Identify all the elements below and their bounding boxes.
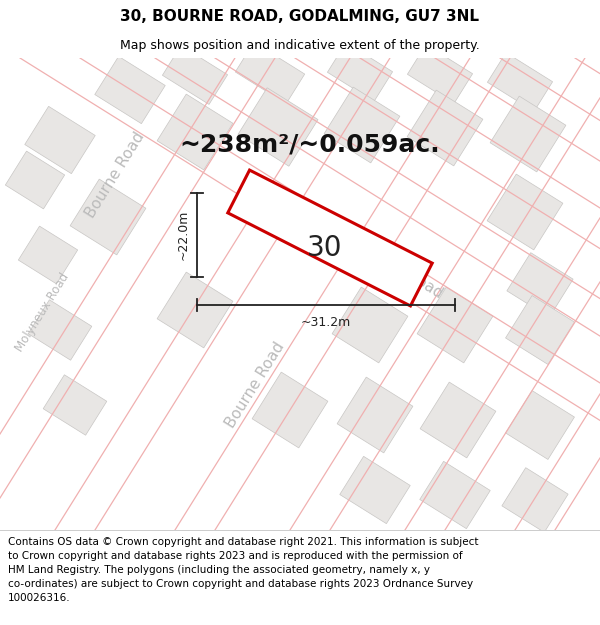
- Polygon shape: [70, 179, 146, 255]
- Polygon shape: [337, 377, 413, 453]
- Text: ~31.2m: ~31.2m: [301, 316, 351, 329]
- Polygon shape: [28, 300, 92, 360]
- Polygon shape: [328, 42, 392, 101]
- Polygon shape: [487, 174, 563, 250]
- Text: Map shows position and indicative extent of the property.: Map shows position and indicative extent…: [120, 39, 480, 52]
- Polygon shape: [506, 391, 574, 459]
- Polygon shape: [5, 151, 65, 209]
- Text: Bourne Road: Bourne Road: [83, 129, 148, 221]
- Polygon shape: [417, 287, 493, 363]
- Text: ~238m²/~0.059ac.: ~238m²/~0.059ac.: [179, 133, 440, 157]
- Polygon shape: [407, 44, 473, 103]
- Polygon shape: [407, 90, 483, 166]
- Polygon shape: [95, 56, 165, 124]
- Text: 30, BOURNE ROAD, GODALMING, GU7 3NL: 30, BOURNE ROAD, GODALMING, GU7 3NL: [121, 9, 479, 24]
- Polygon shape: [235, 42, 305, 104]
- Text: Bourne Road: Bourne Road: [223, 339, 287, 431]
- Text: Wood Road: Wood Road: [365, 243, 445, 301]
- Polygon shape: [157, 94, 233, 170]
- Text: ~22.0m: ~22.0m: [176, 210, 190, 260]
- Polygon shape: [502, 468, 568, 532]
- Polygon shape: [252, 372, 328, 448]
- Polygon shape: [19, 226, 77, 284]
- Polygon shape: [163, 46, 227, 104]
- Polygon shape: [420, 382, 496, 458]
- Polygon shape: [340, 456, 410, 524]
- Polygon shape: [506, 296, 574, 364]
- Text: Contains OS data © Crown copyright and database right 2021. This information is : Contains OS data © Crown copyright and d…: [8, 537, 478, 602]
- Polygon shape: [25, 106, 95, 174]
- Polygon shape: [487, 52, 553, 111]
- Polygon shape: [420, 461, 490, 529]
- Text: 30: 30: [307, 234, 343, 262]
- Polygon shape: [238, 88, 318, 166]
- Text: Molyneux Road: Molyneux Road: [13, 271, 71, 354]
- Polygon shape: [507, 253, 573, 318]
- Polygon shape: [490, 96, 566, 172]
- Polygon shape: [157, 272, 233, 348]
- Polygon shape: [324, 87, 400, 163]
- Polygon shape: [43, 375, 107, 435]
- Polygon shape: [332, 287, 408, 363]
- Polygon shape: [228, 170, 432, 306]
